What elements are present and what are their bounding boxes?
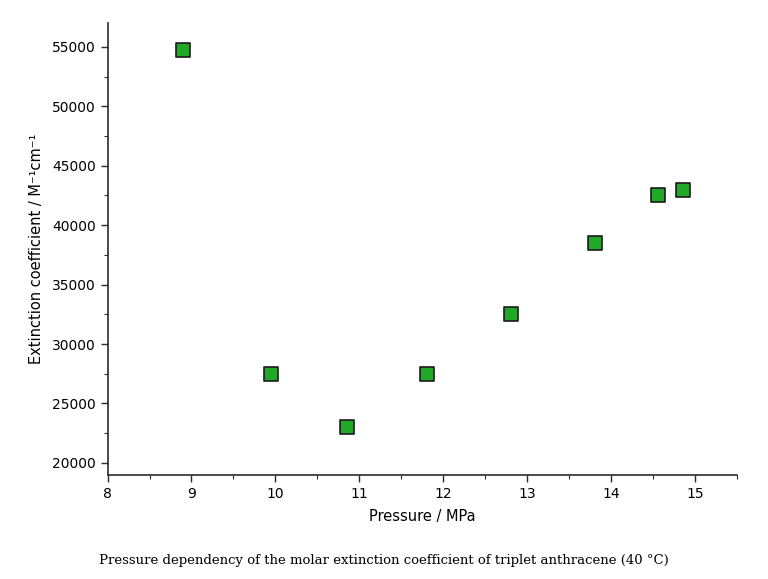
X-axis label: Pressure / MPa: Pressure / MPa bbox=[369, 509, 475, 524]
Point bbox=[177, 46, 189, 55]
Point bbox=[341, 423, 353, 432]
Point bbox=[265, 369, 277, 379]
Point bbox=[588, 239, 601, 248]
Y-axis label: Extinction coefficient / M⁻¹cm⁻¹: Extinction coefficient / M⁻¹cm⁻¹ bbox=[28, 134, 44, 364]
Text: Pressure dependency of the molar extinction coefficient of triplet anthracene (4: Pressure dependency of the molar extinct… bbox=[99, 555, 669, 567]
Point bbox=[505, 310, 517, 319]
Point bbox=[677, 185, 689, 194]
Point bbox=[651, 191, 664, 200]
Point bbox=[420, 369, 432, 379]
